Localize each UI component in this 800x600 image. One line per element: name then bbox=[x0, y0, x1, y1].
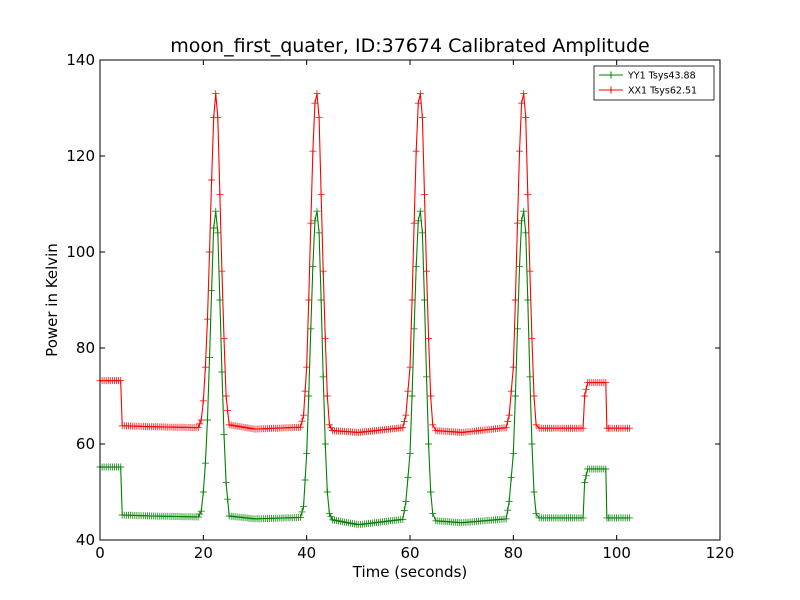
x-tick-label: 60 bbox=[400, 544, 419, 562]
y-tick-label: 40 bbox=[76, 531, 95, 549]
legend-label: XX1 Tsys62.51 bbox=[628, 86, 697, 97]
x-axis-label: Time (seconds) bbox=[352, 563, 468, 581]
chart-title: moon_first_quater, ID:37674 Calibrated A… bbox=[170, 35, 649, 57]
x-tick-label: 80 bbox=[504, 544, 523, 562]
legend: YY1 Tsys43.88 XX1 Tsys62.51 bbox=[593, 65, 715, 101]
y-tick-label: 60 bbox=[76, 435, 95, 453]
x-tick-label: 120 bbox=[706, 544, 735, 562]
axis-ticks: 0 20 40 60 80 100 120 40 60 80 100 120 140 bbox=[66, 51, 734, 562]
y-tick-label: 100 bbox=[66, 243, 95, 261]
legend-box bbox=[593, 65, 715, 101]
plot-area bbox=[96, 90, 634, 529]
x-tick-label: 100 bbox=[602, 544, 631, 562]
legend-marker bbox=[607, 71, 615, 79]
y-tick-label: 120 bbox=[66, 147, 95, 165]
y-tick-label: 140 bbox=[66, 51, 95, 69]
x-tick-label: 20 bbox=[194, 544, 213, 562]
legend-marker bbox=[607, 86, 615, 94]
legend-label: YY1 Tsys43.88 bbox=[627, 71, 696, 82]
y-axis-label: Power in Kelvin bbox=[43, 243, 61, 357]
series-2 bbox=[96, 90, 634, 436]
x-tick-label: 40 bbox=[297, 544, 316, 562]
y-tick-label: 80 bbox=[76, 339, 95, 357]
x-tick-label: 0 bbox=[95, 544, 105, 562]
